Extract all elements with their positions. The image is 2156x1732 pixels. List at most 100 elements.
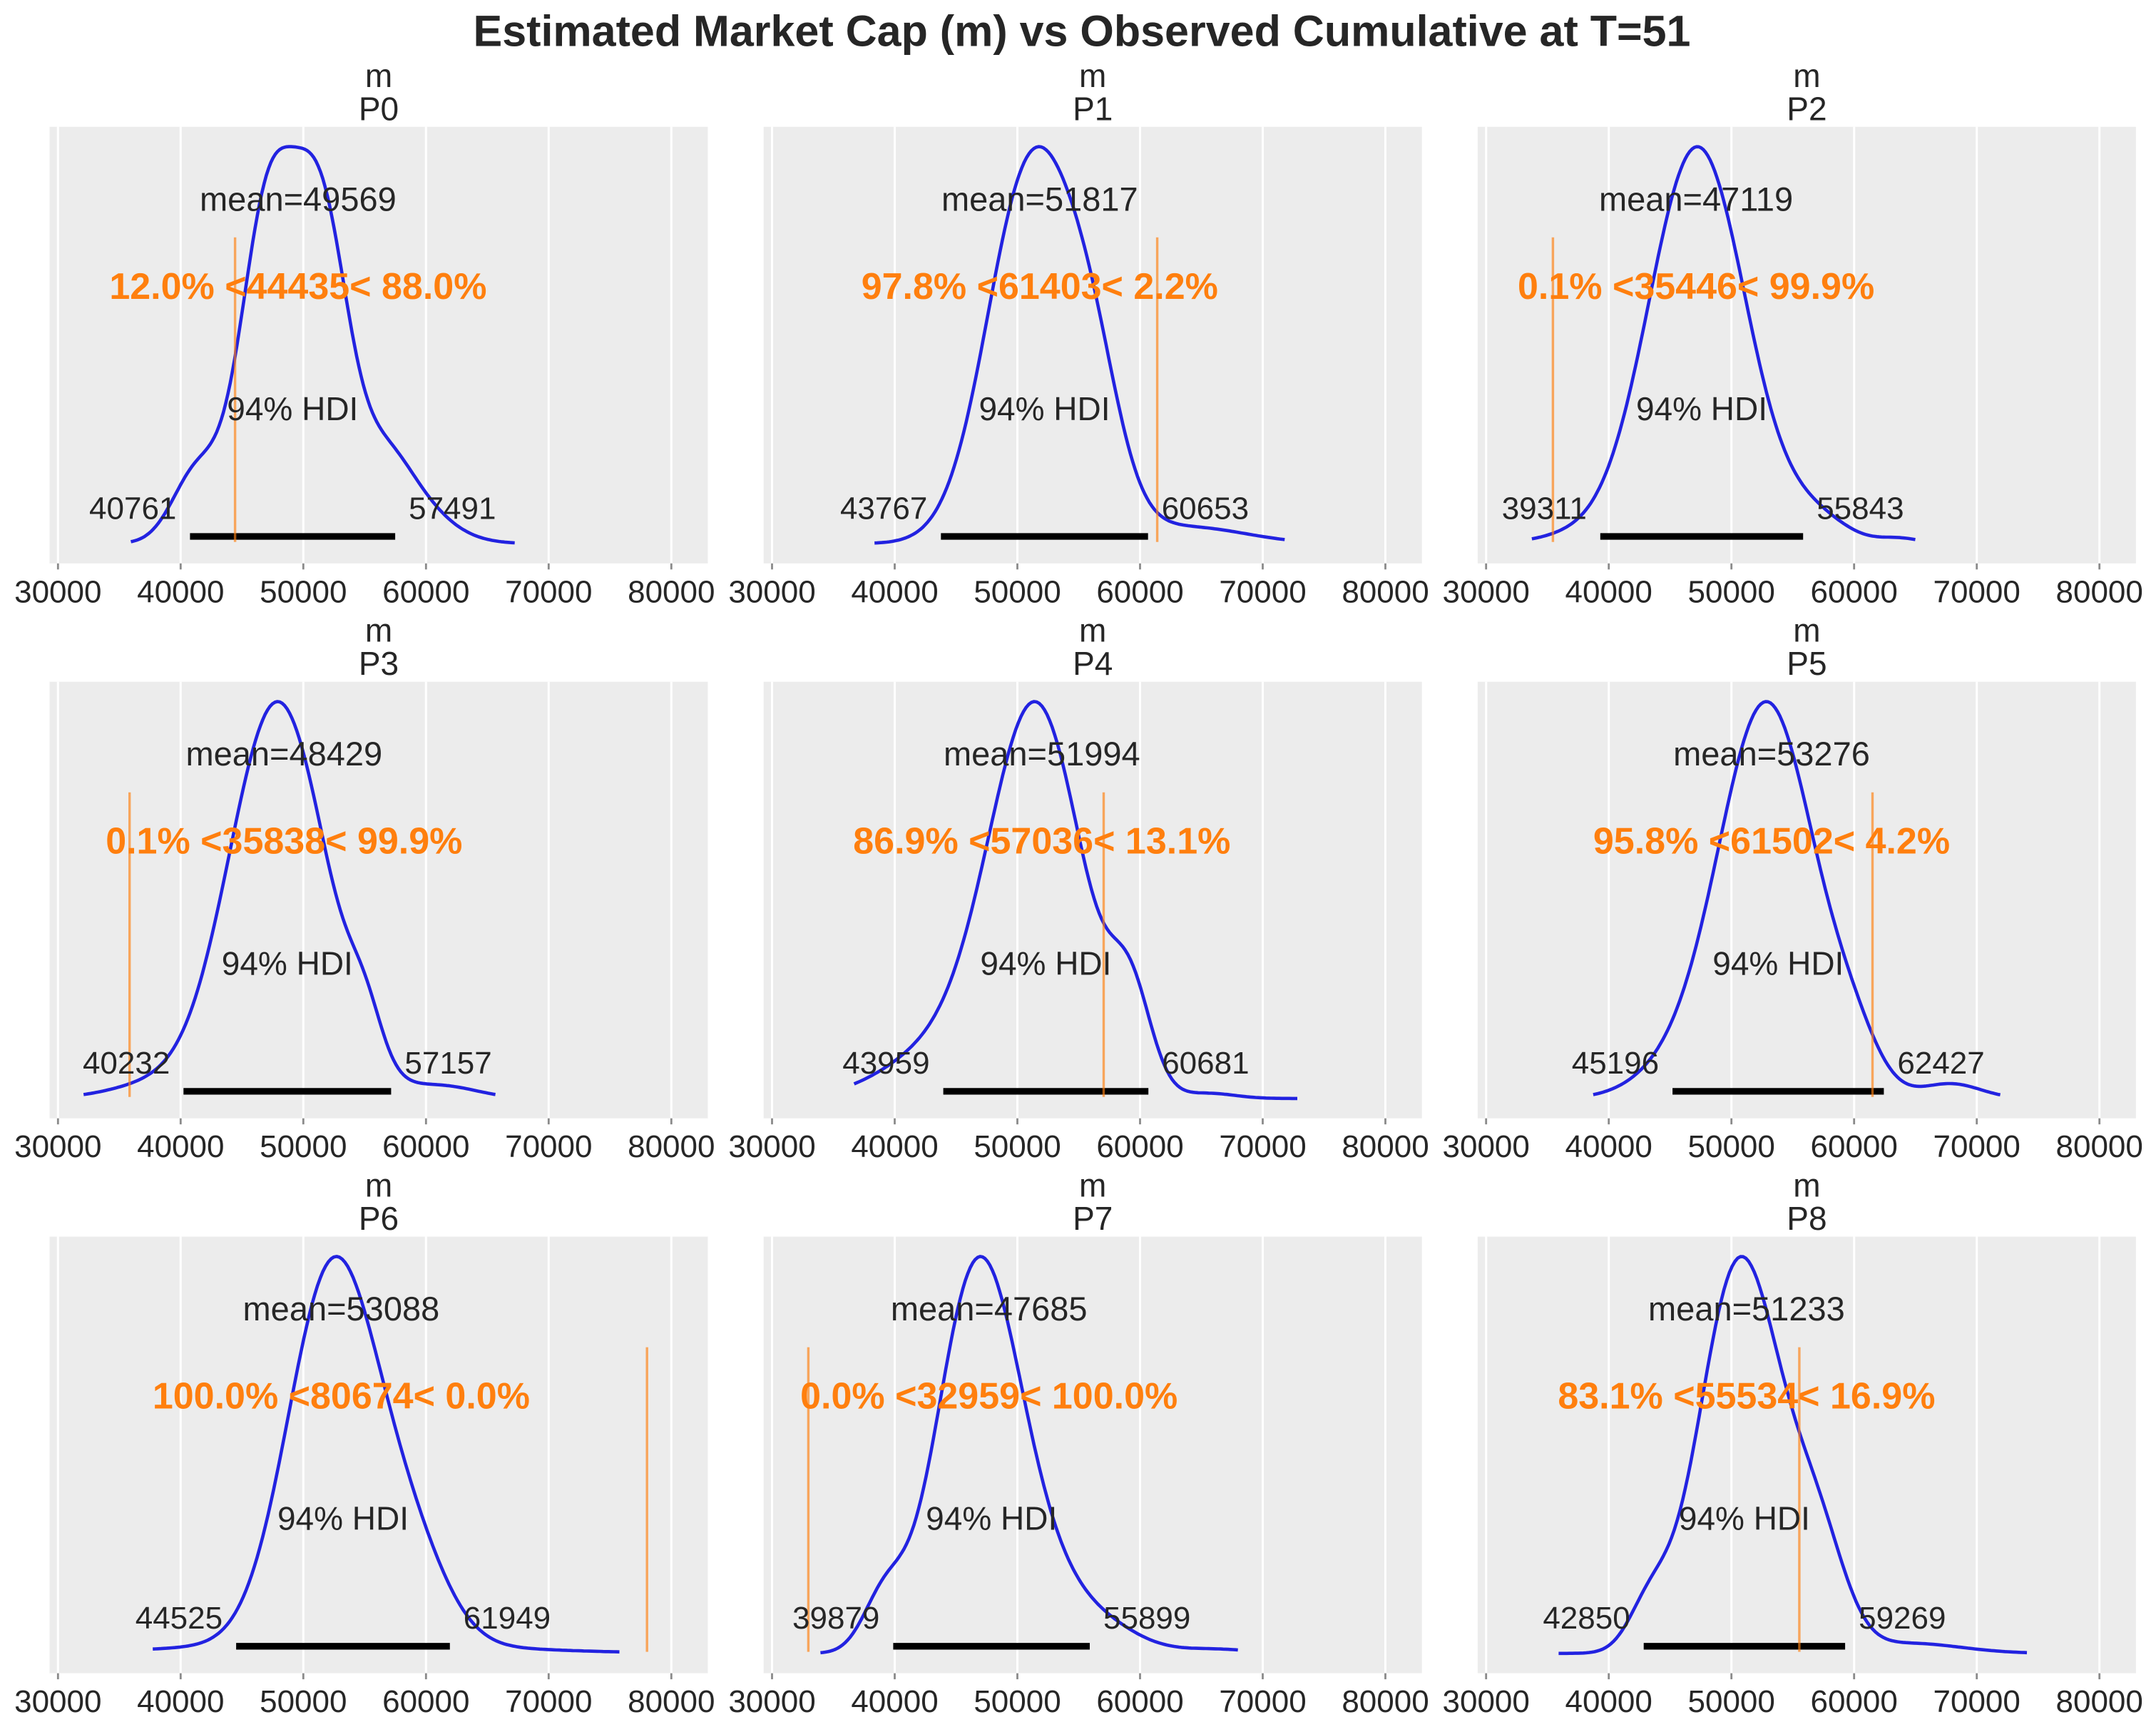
svg-text:60000: 60000 xyxy=(1096,1129,1183,1164)
svg-text:mean=51233: mean=51233 xyxy=(1648,1290,1845,1328)
svg-text:95.8% <61502< 4.2%: 95.8% <61502< 4.2% xyxy=(1593,821,1950,862)
svg-text:80000: 80000 xyxy=(2056,574,2143,609)
svg-text:m: m xyxy=(365,1167,392,1204)
svg-text:70000: 70000 xyxy=(1933,574,2020,609)
svg-text:0.1% <35838< 99.9%: 0.1% <35838< 99.9% xyxy=(106,821,462,862)
svg-text:P5: P5 xyxy=(1787,645,1827,682)
svg-text:m: m xyxy=(1079,612,1106,649)
svg-text:80000: 80000 xyxy=(1342,574,1429,609)
svg-text:mean=51817: mean=51817 xyxy=(941,180,1138,218)
svg-text:12.0% <44435< 88.0%: 12.0% <44435< 88.0% xyxy=(109,266,486,307)
svg-text:30000: 30000 xyxy=(1443,574,1530,609)
svg-text:80000: 80000 xyxy=(628,1684,715,1719)
svg-text:97.8% <61403< 2.2%: 97.8% <61403< 2.2% xyxy=(862,266,1218,307)
svg-text:m: m xyxy=(1793,612,1820,649)
svg-text:30000: 30000 xyxy=(1443,1684,1530,1719)
svg-text:40000: 40000 xyxy=(137,574,224,609)
svg-text:m: m xyxy=(365,612,392,649)
svg-text:60000: 60000 xyxy=(382,574,469,609)
svg-text:94% HDI: 94% HDI xyxy=(227,390,358,427)
svg-text:mean=53276: mean=53276 xyxy=(1673,735,1870,773)
svg-text:P1: P1 xyxy=(1073,90,1113,127)
svg-text:80000: 80000 xyxy=(2056,1684,2143,1719)
svg-text:40000: 40000 xyxy=(1565,574,1652,609)
svg-text:70000: 70000 xyxy=(1219,574,1306,609)
svg-text:62427: 62427 xyxy=(1897,1046,1984,1081)
svg-text:P7: P7 xyxy=(1073,1200,1113,1237)
svg-text:83.1% <55534< 16.9%: 83.1% <55534< 16.9% xyxy=(1558,1376,1935,1417)
svg-text:30000: 30000 xyxy=(728,1129,815,1164)
svg-text:P6: P6 xyxy=(359,1200,399,1237)
svg-text:50000: 50000 xyxy=(974,1684,1061,1719)
svg-text:40232: 40232 xyxy=(83,1046,170,1081)
svg-text:30000: 30000 xyxy=(14,574,101,609)
svg-text:50000: 50000 xyxy=(1688,1684,1775,1719)
svg-text:60000: 60000 xyxy=(1811,1129,1898,1164)
svg-text:mean=47685: mean=47685 xyxy=(891,1290,1088,1328)
svg-text:60000: 60000 xyxy=(382,1684,469,1719)
svg-text:59269: 59269 xyxy=(1859,1601,1946,1636)
svg-text:70000: 70000 xyxy=(505,574,592,609)
svg-text:94% HDI: 94% HDI xyxy=(222,945,353,982)
svg-text:40000: 40000 xyxy=(1565,1129,1652,1164)
svg-text:P0: P0 xyxy=(359,90,399,127)
svg-text:80000: 80000 xyxy=(1342,1129,1429,1164)
svg-text:40000: 40000 xyxy=(137,1684,224,1719)
svg-text:60000: 60000 xyxy=(382,1129,469,1164)
svg-text:57157: 57157 xyxy=(404,1046,491,1081)
svg-text:60653: 60653 xyxy=(1162,491,1249,526)
svg-text:m: m xyxy=(1079,1167,1106,1204)
svg-text:70000: 70000 xyxy=(505,1684,592,1719)
svg-text:30000: 30000 xyxy=(14,1129,101,1164)
svg-text:mean=51994: mean=51994 xyxy=(944,735,1140,773)
svg-text:80000: 80000 xyxy=(628,1129,715,1164)
svg-text:80000: 80000 xyxy=(2056,1129,2143,1164)
svg-text:m: m xyxy=(1793,1167,1820,1204)
svg-text:40000: 40000 xyxy=(137,1129,224,1164)
svg-text:mean=48429: mean=48429 xyxy=(185,735,382,773)
svg-text:94% HDI: 94% HDI xyxy=(979,390,1110,427)
svg-text:40000: 40000 xyxy=(851,1129,938,1164)
svg-text:m: m xyxy=(1793,57,1820,94)
svg-text:43959: 43959 xyxy=(842,1046,929,1081)
svg-text:P8: P8 xyxy=(1787,1200,1827,1237)
svg-text:60000: 60000 xyxy=(1096,574,1183,609)
svg-text:94% HDI: 94% HDI xyxy=(1712,945,1844,982)
svg-text:42850: 42850 xyxy=(1543,1601,1630,1636)
svg-text:40000: 40000 xyxy=(1565,1684,1652,1719)
svg-text:30000: 30000 xyxy=(14,1684,101,1719)
svg-text:45196: 45196 xyxy=(1572,1046,1659,1081)
svg-text:70000: 70000 xyxy=(1933,1129,2020,1164)
svg-text:86.9% <57036< 13.1%: 86.9% <57036< 13.1% xyxy=(853,821,1230,862)
svg-text:43767: 43767 xyxy=(840,491,927,526)
svg-text:Estimated Market Cap (m) vs Ob: Estimated Market Cap (m) vs Observed Cum… xyxy=(474,6,1691,55)
svg-text:55843: 55843 xyxy=(1817,491,1904,526)
svg-text:70000: 70000 xyxy=(1933,1684,2020,1719)
svg-text:55899: 55899 xyxy=(1103,1601,1190,1636)
svg-text:100.0% <80674< 0.0%: 100.0% <80674< 0.0% xyxy=(153,1376,530,1417)
svg-text:50000: 50000 xyxy=(260,1129,347,1164)
svg-text:70000: 70000 xyxy=(505,1129,592,1164)
svg-text:40000: 40000 xyxy=(851,1684,938,1719)
svg-text:30000: 30000 xyxy=(728,574,815,609)
svg-text:60681: 60681 xyxy=(1162,1046,1249,1081)
svg-text:39311: 39311 xyxy=(1502,491,1587,526)
svg-text:50000: 50000 xyxy=(260,574,347,609)
svg-text:mean=49569: mean=49569 xyxy=(200,180,397,218)
svg-text:m: m xyxy=(1079,57,1106,94)
svg-text:70000: 70000 xyxy=(1219,1684,1306,1719)
svg-text:60000: 60000 xyxy=(1811,1684,1898,1719)
svg-text:61949: 61949 xyxy=(464,1601,551,1636)
svg-text:94% HDI: 94% HDI xyxy=(926,1500,1057,1537)
svg-text:40761: 40761 xyxy=(89,491,176,526)
svg-text:60000: 60000 xyxy=(1811,574,1898,609)
svg-text:30000: 30000 xyxy=(1443,1129,1530,1164)
svg-text:40000: 40000 xyxy=(851,574,938,609)
svg-text:50000: 50000 xyxy=(974,1129,1061,1164)
svg-text:m: m xyxy=(365,57,392,94)
svg-text:94% HDI: 94% HDI xyxy=(1636,390,1767,427)
svg-text:50000: 50000 xyxy=(974,574,1061,609)
svg-text:P4: P4 xyxy=(1073,645,1113,682)
svg-text:57491: 57491 xyxy=(409,491,496,526)
svg-text:94% HDI: 94% HDI xyxy=(277,1500,409,1537)
